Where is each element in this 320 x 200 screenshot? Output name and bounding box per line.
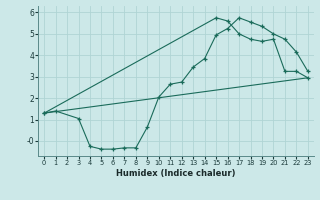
X-axis label: Humidex (Indice chaleur): Humidex (Indice chaleur) [116,169,236,178]
